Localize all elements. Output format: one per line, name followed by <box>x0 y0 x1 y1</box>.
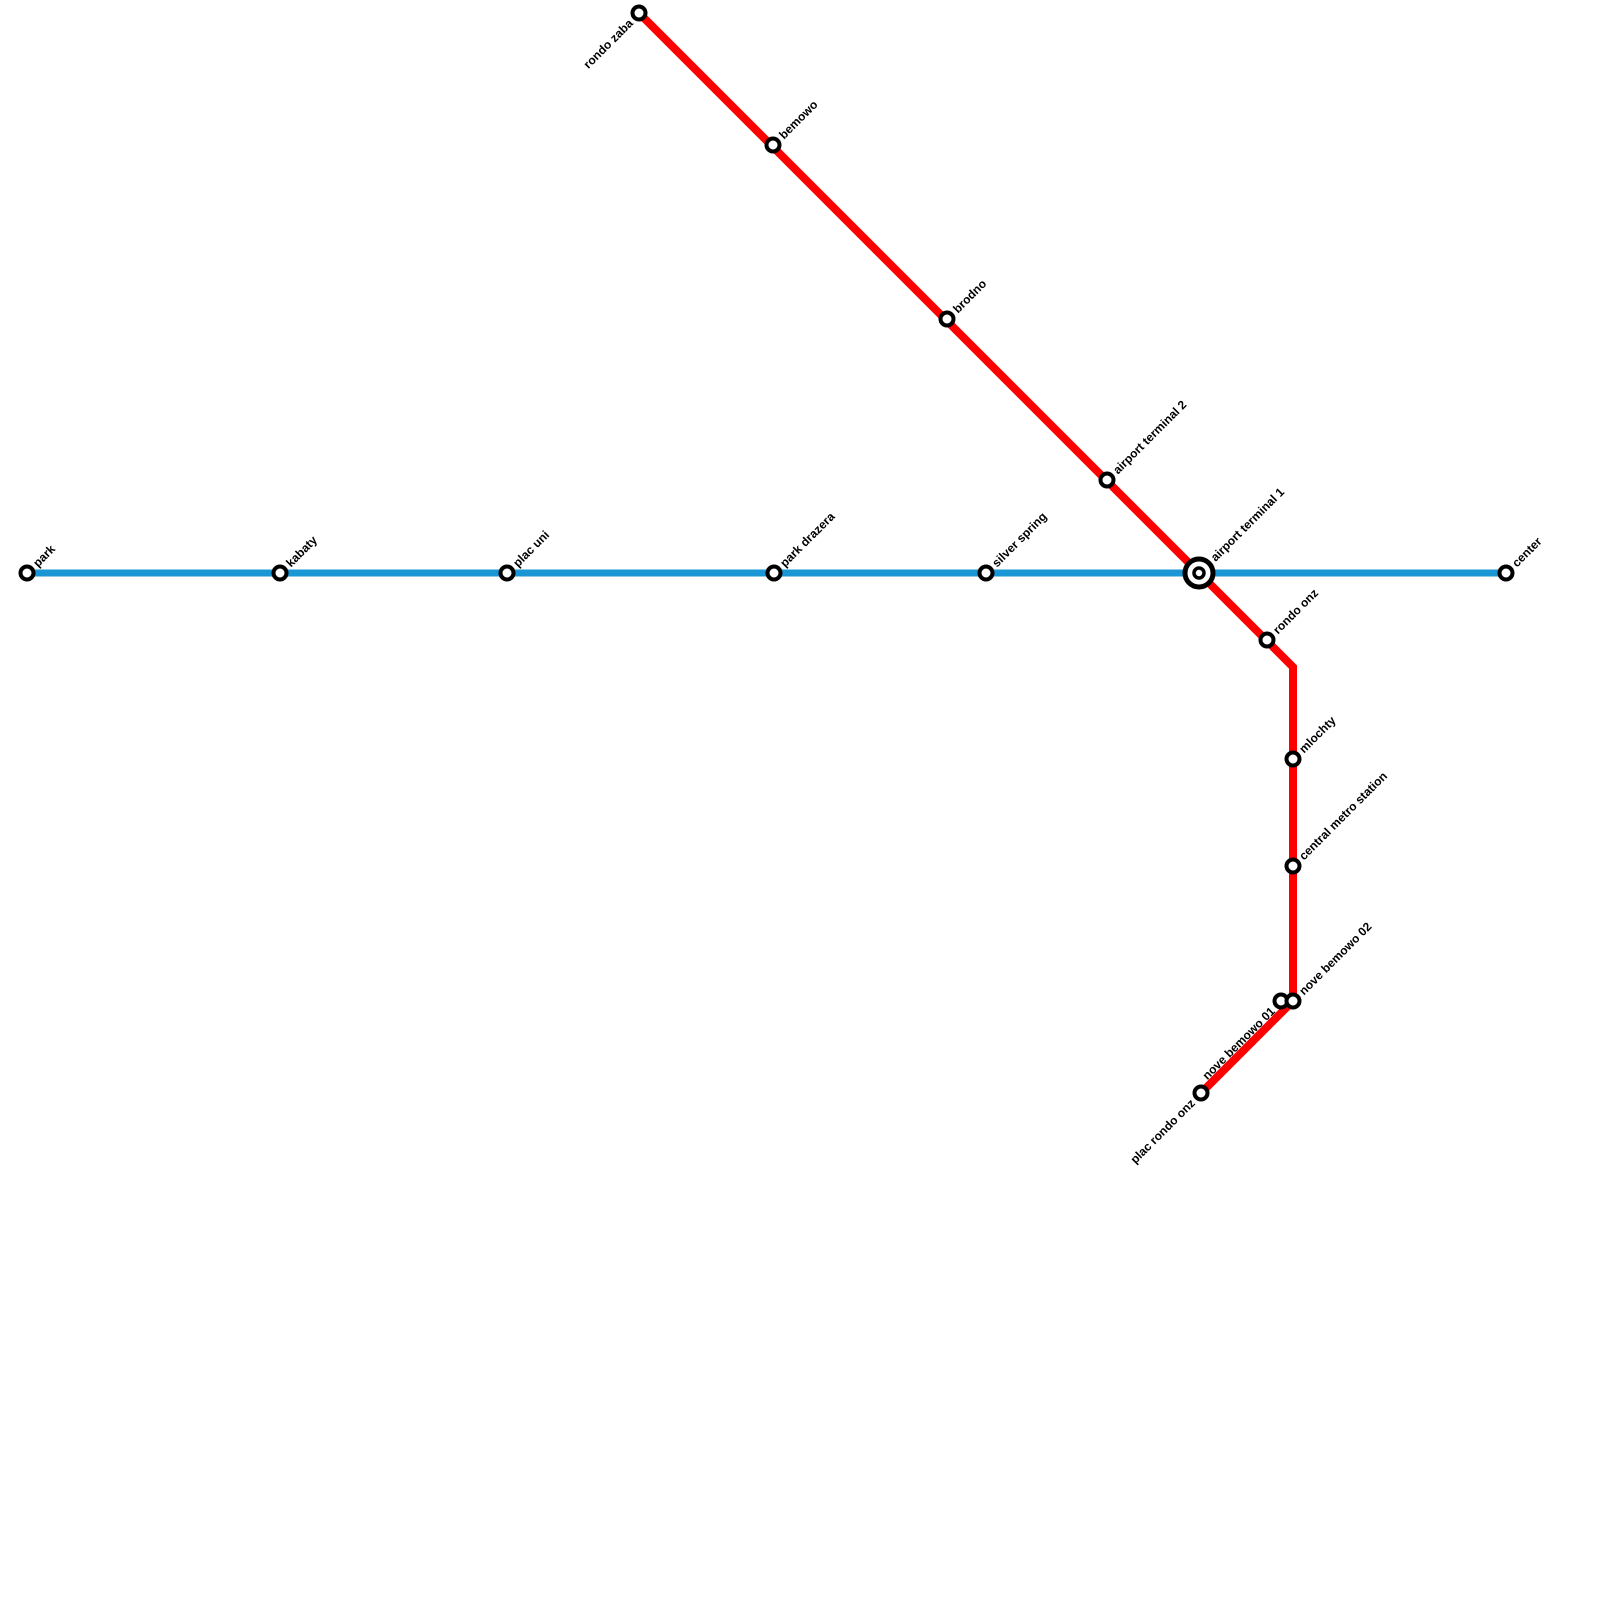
red-line <box>636 10 1297 1096</box>
station-silver-spring: silver spring <box>977 509 1050 582</box>
station-bemowo: bemowo <box>764 98 820 154</box>
station-marker <box>938 310 956 328</box>
station-label-bemowo: bemowo <box>776 98 820 142</box>
station-brodno: brodno <box>938 277 989 328</box>
station-label-silver-spring: silver spring <box>989 509 1049 569</box>
station-marker <box>498 564 516 582</box>
station-marker <box>1098 471 1116 489</box>
station-nove-bemowo-01: nove bemowo 01 <box>1200 992 1290 1083</box>
station-rondo-zaba: rondo zaba <box>581 4 648 71</box>
station-park-drazera: park drazera <box>765 509 838 582</box>
interchange-marker-inner <box>1192 566 1206 580</box>
station-rondo-onz: rondo onz <box>1258 586 1321 649</box>
station-label-kabaty: kabaty <box>283 533 320 570</box>
station-label-park-drazera: park drazera <box>777 509 838 570</box>
station-airport-terminal-2: airport terminal 2 <box>1098 397 1190 489</box>
station-label-rondo-onz: rondo onz <box>1270 586 1321 637</box>
station-marker <box>18 564 36 582</box>
station-label-rondo-zaba: rondo zaba <box>581 16 636 71</box>
station-marker <box>764 136 782 154</box>
station-label-brodno: brodno <box>950 277 989 316</box>
station-marker <box>1284 750 1302 768</box>
station-plac-rondo-onz: plac rondo onz <box>1128 1084 1210 1166</box>
station-marker <box>1497 564 1515 582</box>
station-label-center: center <box>1509 534 1545 570</box>
station-label-mlochty: mlochty <box>1296 713 1339 756</box>
station-marker <box>271 564 289 582</box>
station-marker <box>977 564 995 582</box>
station-marker <box>1192 1084 1210 1102</box>
station-nove-bemowo-02: nove bemowo 02 <box>1284 919 1375 1010</box>
station-label-plac-rondo-onz: plac rondo onz <box>1128 1096 1198 1166</box>
station-marker <box>1284 992 1302 1010</box>
station-marker <box>1258 631 1276 649</box>
station-label-nove-bemowo-01: nove bemowo 01 <box>1200 1004 1279 1083</box>
station-central-metro-station: central metro station <box>1284 769 1390 875</box>
station-label-central-metro-station: central metro station <box>1296 769 1390 863</box>
station-center: center <box>1497 534 1545 582</box>
station-label-airport-terminal-2: airport terminal 2 <box>1110 397 1189 476</box>
station-label-plac-uni: plac uni <box>510 528 552 570</box>
station-label-nove-bemowo-02: nove bemowo 02 <box>1296 919 1375 998</box>
station-marker <box>765 564 783 582</box>
station-marker <box>1284 857 1302 875</box>
station-label-park: park <box>30 542 58 570</box>
station-marker <box>630 4 648 22</box>
station-label-airport-terminal-1: airport terminal 1 <box>1208 485 1287 564</box>
